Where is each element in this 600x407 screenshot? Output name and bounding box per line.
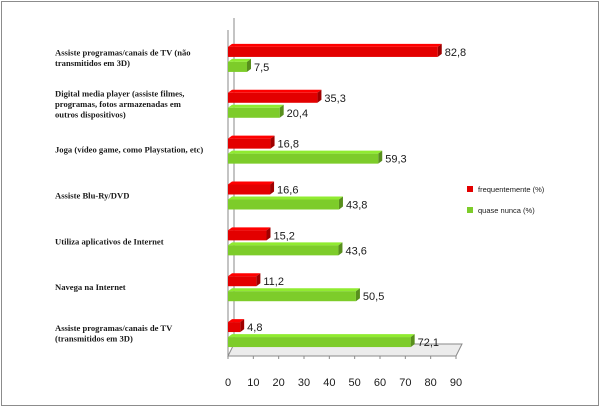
x-tick-label: 50 [349, 377, 361, 389]
bar-top-face [228, 288, 360, 292]
bar-top-face [228, 43, 442, 47]
bar-top-face [228, 58, 251, 62]
bar-frequentemente [228, 92, 318, 103]
category-label-line: (transmitidos em 3D) [55, 333, 133, 343]
data-label: 59,3 [385, 154, 406, 166]
category-label: Assiste Blu-Ry/DVD [55, 191, 129, 201]
x-tick-label: 30 [298, 377, 310, 389]
category-label-line: Assiste programas/canais de TV [55, 323, 173, 333]
category-label-line: Digital media player (assiste filmes, [55, 88, 184, 98]
bar-quase-nunca [228, 291, 356, 302]
data-label: 35,3 [324, 93, 345, 105]
x-tick-label: 20 [273, 377, 285, 389]
bar-top-face [228, 334, 415, 338]
category-label: Utiliza aplicativos de Internet [55, 236, 164, 246]
bar-top-face [228, 242, 343, 246]
data-label: 43,8 [346, 200, 367, 212]
bar-top-face [228, 135, 275, 139]
bar-frequentemente [228, 138, 271, 149]
category-label-line: Assiste programas/canais de TV (não [55, 48, 191, 58]
bar-end-face [240, 319, 245, 333]
bar-frequentemente [228, 276, 257, 287]
data-label: 7,5 [254, 62, 269, 74]
category-label: Joga (vídeo game, como Playstation, etc) [55, 145, 203, 155]
bar-top-face [228, 181, 275, 185]
data-label: 82,8 [445, 47, 466, 59]
data-label: 4,8 [247, 322, 262, 334]
x-axis-ticks: 0 10 20 30 40 50 60 70 80 90 [225, 356, 462, 389]
bar-quase-nunca [228, 245, 339, 256]
bar-quase-nunca [228, 61, 247, 72]
legend: frequentemente (%) quase nunca (%) [467, 185, 545, 215]
data-label: 16,6 [277, 185, 298, 197]
bar-end-face [338, 242, 343, 256]
data-label: 20,4 [287, 108, 308, 120]
bar-top-face [228, 273, 261, 277]
data-label: 43,6 [345, 245, 366, 257]
legend-swatch [467, 186, 473, 192]
data-label: 50,5 [363, 291, 384, 303]
bar-end-face [317, 89, 322, 103]
category-label-line: Utiliza aplicativos de Internet [55, 236, 164, 246]
category-label-line: outros dispositivos) [55, 109, 126, 119]
bar-top-face [228, 319, 245, 323]
data-label: 72,1 [418, 337, 439, 349]
category-label: Digital media player (assiste filmes, pro… [55, 88, 184, 119]
x-tick-label: 80 [425, 377, 437, 389]
bar-quase-nunca [228, 337, 411, 348]
bar-quase-nunca [228, 107, 280, 118]
x-tick-label: 90 [450, 377, 462, 389]
legend-swatch [467, 207, 473, 213]
category-label-line: Joga (vídeo game, como Playstation, etc) [55, 145, 203, 155]
data-label: 11,2 [263, 276, 284, 288]
category-label: Assiste programas/canais de TV (transmiti… [55, 323, 173, 344]
bar-end-face [378, 150, 383, 164]
category-label: Assiste programas/canais de TV (não trans… [55, 48, 191, 69]
bar-end-face [410, 334, 415, 348]
category-label: Navega na Internet [55, 282, 126, 292]
x-tick-label: 60 [374, 377, 386, 389]
bar-top-face [228, 196, 343, 200]
bar-end-face [266, 227, 271, 241]
x-tick-label: 40 [323, 377, 335, 389]
bar-top-face [228, 227, 271, 231]
bar-end-face [270, 181, 275, 195]
category-label-line: Navega na Internet [55, 282, 126, 292]
bar-frequentemente [228, 184, 271, 195]
x-tick-label: 70 [399, 377, 411, 389]
bar-end-face [437, 43, 442, 57]
category-label-line: programas, fotos armazenadas em [55, 99, 182, 109]
bar-quase-nunca [228, 153, 379, 164]
bar-end-face [247, 58, 251, 72]
bar-frequentemente [228, 230, 267, 241]
category-label-line: transmitidos em 3D) [55, 58, 130, 68]
bars [228, 43, 442, 348]
category-labels: Assiste programas/canais de TV (não trans… [55, 48, 203, 344]
bar-end-face [256, 273, 261, 287]
data-label: 15,2 [274, 230, 295, 242]
bar-top-face [228, 150, 383, 154]
bar-top-face [228, 89, 322, 93]
bar-frequentemente [228, 46, 438, 57]
x-tick-label: 0 [225, 377, 231, 389]
bar-top-face [228, 104, 284, 108]
bar-end-face [270, 135, 275, 149]
bar-frequentemente [228, 322, 241, 333]
legend-label: frequentemente (%) [478, 185, 545, 194]
data-label: 16,8 [278, 139, 299, 151]
bar-end-face [279, 104, 284, 118]
category-label-line: Assiste Blu-Ry/DVD [55, 191, 129, 201]
legend-label: quase nunca (%) [478, 206, 535, 215]
bar-quase-nunca [228, 199, 339, 210]
bar-end-face [355, 288, 360, 302]
bar-end-face [338, 196, 343, 210]
x-tick-label: 10 [247, 377, 259, 389]
data-labels: 82,8 7,5 35,3 20,4 16,8 59,3 16,6 43,8 15,2 43,6 1… [247, 47, 466, 349]
